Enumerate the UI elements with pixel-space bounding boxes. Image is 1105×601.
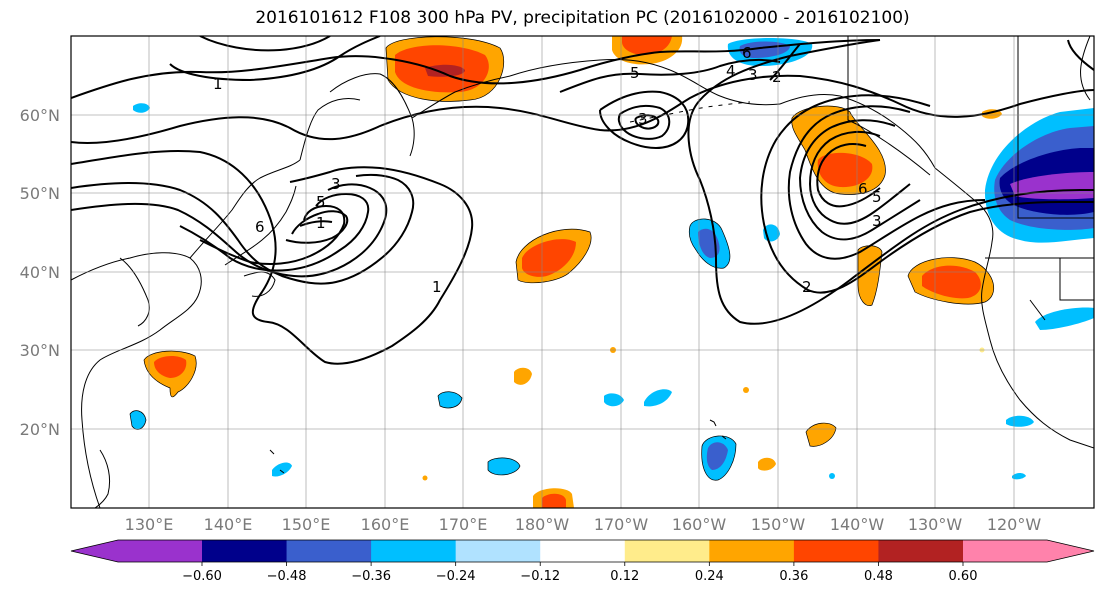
colorbar-labels: −0.60 −0.48 −0.36 −0.24 −0.12 0.12 0.24 0.36 0.4…	[182, 562, 977, 584]
lon-tick-label: 160°W	[672, 515, 727, 534]
lon-tick-label: 170°W	[594, 515, 649, 534]
contour-label: 3	[331, 175, 341, 193]
contour-label: 5	[630, 64, 640, 82]
lat-tick-label: 50°N	[20, 184, 60, 203]
lon-axis: 130°E 140°E 150°E 160°E 170°E 180°W 170°…	[125, 515, 1042, 534]
colorbar-tick-label: −0.24	[436, 569, 476, 584]
contour-labels: 1 3 5 6 1 1 5 3 4 6 2 6 5 3 2 3	[213, 44, 882, 296]
lon-tick-label: 150°W	[751, 515, 806, 534]
colorbar-segment	[624, 540, 710, 562]
colorbar-tick-label: 0.12	[610, 569, 639, 584]
contour-label: 6	[742, 44, 752, 62]
colorbar-segment	[202, 540, 288, 562]
contour-label: 3	[872, 212, 882, 230]
lat-tick-label: 20°N	[20, 420, 60, 439]
colorbar-outline	[70, 539, 1095, 563]
map-title: 2016101612 F108 300 hPa PV, precipitatio…	[255, 8, 910, 28]
map-frame	[70, 35, 1095, 509]
lon-tick-label: 120°W	[987, 515, 1042, 534]
colorbar-extend-high	[963, 540, 1094, 562]
contour-label: 4	[726, 62, 736, 80]
lon-tick-label: 150°E	[282, 515, 331, 534]
colorbar	[70, 539, 1095, 563]
pv-contours	[71, 36, 1094, 365]
colorbar-segment	[878, 540, 964, 562]
contour-label: 5	[872, 188, 882, 206]
lon-tick-label: 130°E	[125, 515, 174, 534]
lat-tick-label: 60°N	[20, 106, 60, 125]
contour-label: 6	[858, 180, 868, 198]
lon-tick-label: 130°W	[908, 515, 963, 534]
colorbar-extend-low	[71, 540, 202, 562]
colorbar-tick-label: −0.12	[520, 569, 560, 584]
lon-tick-label: 180°W	[515, 515, 570, 534]
colorbar-segment	[793, 540, 879, 562]
colorbar-segment	[286, 540, 372, 562]
contour-label: 6	[255, 218, 265, 236]
colorbar-tick-label: −0.60	[182, 569, 222, 584]
contour-label: 3	[638, 110, 648, 128]
contour-label: 2	[772, 68, 782, 86]
colorbar-tick-label: 0.24	[695, 569, 724, 584]
colorbar-segment	[709, 540, 795, 562]
colorbar-segment	[371, 540, 457, 562]
colorbar-tick-label: −0.36	[351, 569, 391, 584]
lat-axis: 60°N 50°N 40°N 30°N 20°N	[20, 106, 60, 439]
gridlines	[71, 36, 1094, 508]
contour-label: 5	[316, 193, 326, 211]
lon-tick-label: 160°E	[361, 515, 410, 534]
colorbar-tick-label: −0.48	[267, 569, 307, 584]
contour-label: 1	[432, 278, 442, 296]
lon-tick-label: 170°E	[439, 515, 488, 534]
contour-label: 2	[802, 278, 812, 296]
lat-tick-label: 40°N	[20, 263, 60, 282]
colorbar-tick-label: 0.60	[949, 569, 978, 584]
colorbar-tick-label: 0.36	[779, 569, 808, 584]
lon-tick-label: 140°W	[830, 515, 885, 534]
precip-positive-anomalies	[144, 36, 1002, 508]
contour-label: 3	[748, 66, 758, 84]
colorbar-segment	[540, 540, 626, 562]
lat-tick-label: 30°N	[20, 341, 60, 360]
lon-tick-label: 140°E	[204, 515, 253, 534]
precip-outlines	[129, 36, 995, 481]
contour-label: 1	[316, 214, 326, 232]
colorbar-segment	[455, 540, 541, 562]
colorbar-tick-label: 0.48	[864, 569, 893, 584]
contour-label: 1	[213, 75, 223, 93]
